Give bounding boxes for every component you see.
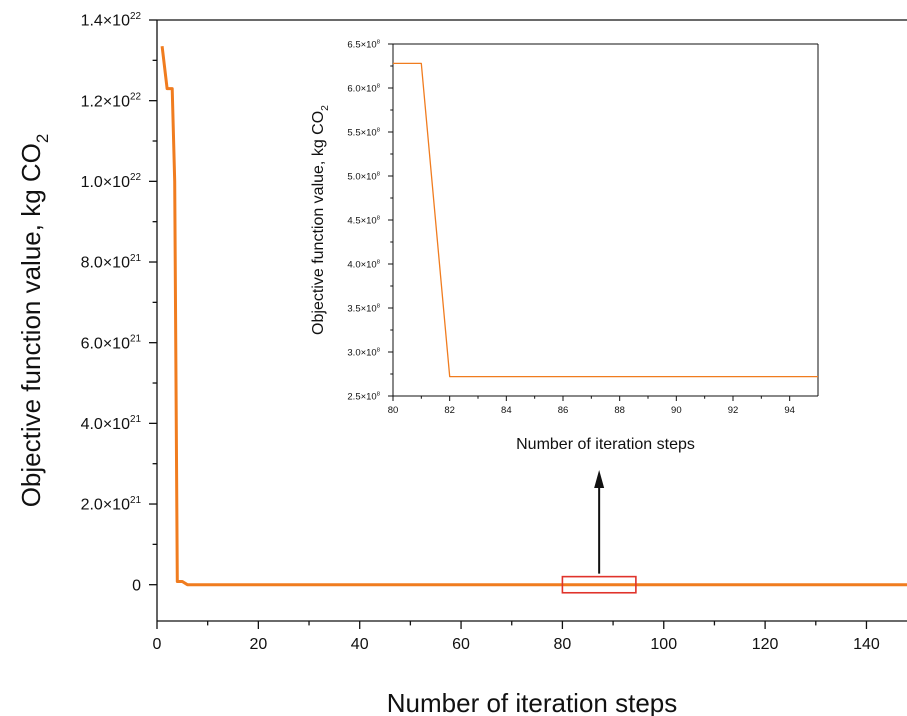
y-tick-label: 1.2×1022 (81, 92, 142, 111)
y-tick-label: 1.0×1022 (81, 172, 142, 191)
x-tick-label: 86 (558, 405, 569, 416)
y-tick-label: 4.5×108 (347, 215, 380, 226)
x-tick-label: 92 (728, 405, 739, 416)
y-tick-label: 4.0×108 (347, 259, 380, 270)
y-tick-label: 1.4×1022 (81, 11, 142, 30)
y-axis-title: Objective function value, kg CO2 (16, 134, 52, 508)
y-tick-label: 8.0×1021 (81, 253, 142, 272)
y-tick-label: 2.0×1021 (81, 495, 142, 514)
x-tick-label: 88 (614, 405, 625, 416)
zoom-arrow (594, 470, 605, 574)
inset-chart: 80 82 84 86 88 90 92 94 6.5×108 6.0×108 5.5×108 5.0… (310, 39, 819, 453)
y-tick-label: 5.5×108 (347, 127, 380, 138)
y-tick-label: 4.0×1021 (81, 414, 142, 433)
x-tick-label: 84 (501, 405, 512, 416)
y-axis-title: Objective function value, kg CO2 (310, 105, 331, 335)
arrow-head (594, 470, 605, 488)
y-tick-label: 6.0×1021 (81, 334, 142, 353)
y-tick-label: 5.0×108 (347, 171, 380, 182)
x-tick-label: 82 (444, 405, 455, 416)
zoom-region-box (561, 575, 637, 594)
x-tick-label: 94 (784, 405, 795, 416)
x-tick-label: 140 (853, 636, 880, 653)
y-tick-label: 3.5×108 (347, 303, 380, 314)
x-tick-label: 100 (650, 636, 677, 653)
y-tick-label: 0 (132, 577, 141, 594)
x-tick-label: 80 (388, 405, 399, 416)
y-tick-label: 6.0×108 (347, 83, 380, 94)
main-chart: 0 20 40 60 80 100 120 140 1.4×1022 1.2×1022 1.0×10… (16, 11, 907, 716)
x-tick-label: 40 (351, 636, 369, 653)
y-tick-label: 6.5×108 (347, 39, 380, 50)
x-tick-label: 20 (249, 636, 267, 653)
y-tick-label: 3.0×108 (347, 347, 380, 358)
x-tick-label: 60 (452, 636, 470, 653)
series-line (393, 62, 818, 378)
x-tick-label: 120 (752, 636, 779, 653)
x-tick-label: 90 (671, 405, 682, 416)
series-line (160, 46, 907, 587)
y-tick-label: 2.5×108 (347, 391, 380, 402)
x-tick-label: 0 (153, 636, 162, 653)
x-tick-label: 80 (554, 636, 572, 653)
x-axis-title: Number of iteration steps (387, 688, 677, 716)
x-axis-title: Number of iteration steps (516, 436, 695, 453)
